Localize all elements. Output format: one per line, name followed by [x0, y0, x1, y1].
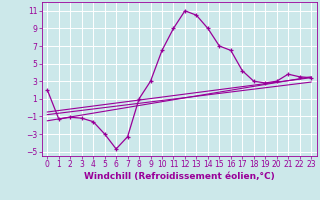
X-axis label: Windchill (Refroidissement éolien,°C): Windchill (Refroidissement éolien,°C) — [84, 172, 275, 181]
